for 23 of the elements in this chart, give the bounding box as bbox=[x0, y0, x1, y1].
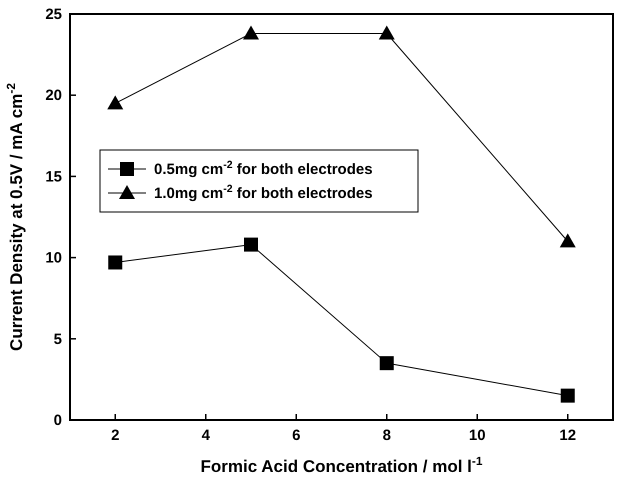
y-tick-label: 5 bbox=[54, 330, 62, 348]
legend-label: 1.0mg cm$^{-2}$ for both electrodes bbox=[154, 183, 373, 202]
y-tick-label: 20 bbox=[45, 87, 62, 104]
y-tick-label: 25 bbox=[45, 6, 62, 23]
x-tick-label: 10 bbox=[468, 427, 486, 444]
y-tick-label: 15 bbox=[45, 168, 62, 186]
x-tick-label: 8 bbox=[382, 427, 391, 444]
y-tick-label: 10 bbox=[45, 250, 62, 267]
legend-label: 0.5mg cm$^{-2}$ for both electrodes bbox=[154, 159, 373, 178]
x-tick-label: 12 bbox=[559, 427, 576, 444]
y-tick-label: 0 bbox=[54, 412, 62, 429]
point bbox=[108, 255, 122, 270]
x-tick-label: 2 bbox=[111, 427, 120, 444]
x-tick-label: 4 bbox=[202, 427, 211, 444]
point bbox=[380, 356, 394, 370]
point bbox=[244, 238, 258, 252]
point bbox=[560, 388, 575, 403]
point bbox=[107, 95, 124, 110]
x-axis-title: Formic Acid Concentration / mol l$^{-1}$ bbox=[200, 454, 483, 476]
x-tick-label: 6 bbox=[292, 427, 300, 444]
point bbox=[560, 233, 576, 248]
point bbox=[243, 25, 259, 40]
point bbox=[378, 25, 395, 40]
